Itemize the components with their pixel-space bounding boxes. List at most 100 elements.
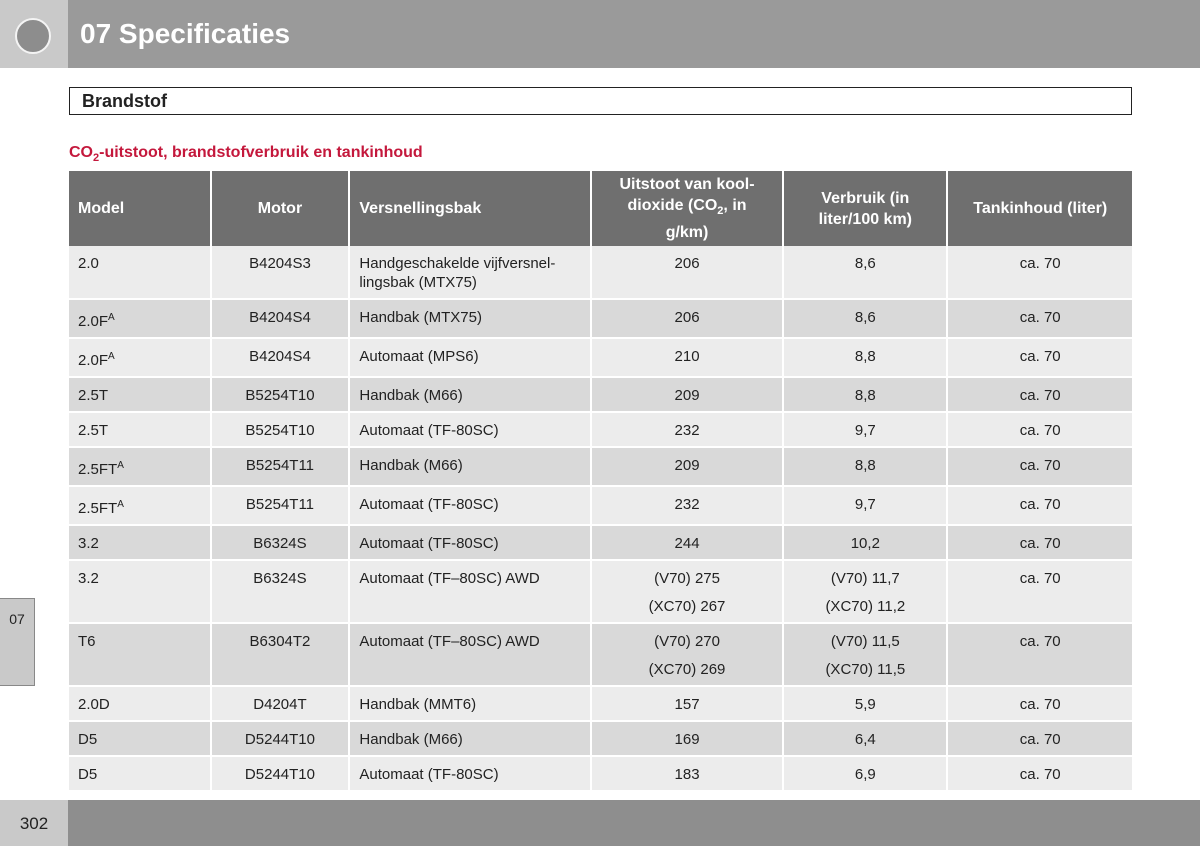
subtitle: CO2-uitstoot, brandstofverbruik en tanki…: [69, 144, 423, 164]
tank-cell: ca. 70: [946, 246, 1132, 300]
gearbox: Handbak (M66): [359, 731, 463, 748]
tank-cell: ca. 70: [946, 525, 1132, 561]
consumption-cell: 5,9: [782, 686, 949, 722]
column-header: Verbruik (in liter/100 km): [782, 171, 949, 246]
row: 2.5FTA B5254T11 Handbak (M66) 209 8,8 ca. 70: [69, 447, 1132, 487]
model: 2.0: [78, 255, 99, 272]
consumption: 9,7: [854, 422, 876, 439]
text: Uitstoot van kool-dioxide (CO: [619, 175, 755, 214]
gearbox-cell: Handbak (MMT6): [348, 686, 592, 722]
tank-cell: ca. 70: [946, 338, 1132, 378]
motor-cell: D5244T10: [209, 756, 351, 792]
model-cell: 3.2: [69, 560, 212, 624]
superscript: A: [117, 499, 124, 510]
header-left: [0, 0, 68, 68]
column-header: Tankinhoud (liter): [946, 171, 1132, 246]
model-cell: 2.0: [69, 246, 212, 300]
tank-cell: ca. 70: [946, 756, 1132, 792]
co2: 244: [674, 535, 700, 552]
gearbox: Automaat (TF–80SC) AWD: [359, 570, 540, 587]
model: 3.2: [78, 570, 99, 587]
model-cell: D5: [69, 721, 212, 757]
gearbox: Automaat (TF-80SC): [359, 496, 499, 513]
motor-cell: B4204S3: [209, 246, 351, 300]
consumption: 8,8: [854, 457, 876, 474]
row: 2.0D D4204T Handbak (MMT6) 157 5,9 ca. 70: [69, 686, 1132, 722]
row: 2.0FA B4204S4 Handbak (MTX75) 206 8,6 ca. 70: [69, 299, 1132, 339]
model-cell: T6: [69, 623, 212, 687]
gearbox-cell: Handbak (M66): [348, 377, 592, 413]
model-cell: 2.5T: [69, 412, 212, 448]
consumption: (V70) 11,5: [830, 633, 900, 650]
motor-cell: D4204T: [209, 686, 351, 722]
tank-cell: ca. 70: [946, 377, 1132, 413]
model: 2.0D: [78, 696, 110, 713]
model: D5: [78, 731, 98, 748]
model-cell: 3.2: [69, 525, 212, 561]
column-header: Model: [69, 171, 212, 246]
co2-cell: 210: [589, 338, 785, 378]
tank-cell: ca. 70: [946, 299, 1132, 339]
model-cell: 2.0FA: [69, 299, 212, 339]
gearbox-cell: Handbak (MTX75): [348, 299, 592, 339]
model: 2.5T: [78, 422, 109, 439]
row: 2.0FA B4204S4 Automaat (MPS6) 210 8,8 ca. 70: [69, 338, 1132, 378]
row: D5 D5244T10 Handbak (M66) 169 6,4 ca. 70: [69, 721, 1132, 757]
motor-cell: B4204S4: [209, 338, 351, 378]
motor-cell: B6304T2: [209, 623, 351, 687]
row: 3.2 B6324S Automaat (TF-80SC) 244 10,2 ca. 70: [69, 525, 1132, 561]
consumption: 8,6: [854, 309, 876, 326]
consumption-cell: 9,7: [782, 486, 949, 526]
subscript: 2: [93, 152, 100, 165]
consumption: 6,9: [854, 766, 876, 783]
consumption: 8,6: [854, 255, 876, 272]
gearbox-cell: Automaat (TF-80SC): [348, 486, 592, 526]
icon: [15, 18, 51, 54]
text: -uitstoot, brandstofverbruik en tankinho…: [99, 144, 423, 161]
co2: (XC70) 269: [648, 661, 726, 678]
co2-cell: (V70) 270 (XC70) 269: [589, 623, 785, 687]
model: 2.0F: [78, 352, 109, 369]
gearbox: Automaat (TF-80SC): [359, 535, 499, 552]
gearbox-cell: Automaat (TF-80SC): [348, 412, 592, 448]
consumption-cell: 8,8: [782, 377, 949, 413]
consumption: 9,7: [854, 496, 876, 513]
consumption-cell: 10,2: [782, 525, 949, 561]
model-cell: 2.0D: [69, 686, 212, 722]
page-number: 302: [0, 800, 68, 846]
consumption: (XC70) 11,5: [825, 661, 906, 678]
model: D5: [78, 766, 98, 783]
tank-cell: ca. 70: [946, 721, 1132, 757]
column-header: Uitstoot van kool-dioxide (CO2, in g/km): [589, 171, 785, 246]
consumption: (V70) 11,7: [830, 570, 900, 587]
co2: 206: [674, 309, 700, 326]
consumption-cell: 9,7: [782, 412, 949, 448]
row: 2.5T B5254T10 Automaat (TF-80SC) 232 9,7 ca. …: [69, 412, 1132, 448]
model: 2.5T: [78, 387, 109, 404]
co2-cell: 183: [589, 756, 785, 792]
consumption-cell: 8,6: [782, 246, 949, 300]
co2-cell: 206: [589, 246, 785, 300]
gearbox-cell: Automaat (TF–80SC) AWD: [348, 560, 592, 624]
co2: 232: [674, 422, 700, 439]
model-cell: 2.0FA: [69, 338, 212, 378]
text: , in g/km): [665, 196, 747, 242]
co2: (V70) 270: [654, 633, 720, 650]
consumption-cell: 8,8: [782, 338, 949, 378]
motor-cell: B5254T10: [209, 377, 351, 413]
tank-cell: ca. 70: [946, 412, 1132, 448]
row: 2.5FTA B5254T11 Automaat (TF-80SC) 232 9,7 ca…: [69, 486, 1132, 526]
subscript: 2: [717, 205, 724, 218]
section-title: Brandstof: [69, 87, 1132, 115]
tank-cell: ca. 70: [946, 560, 1132, 624]
superscript: A: [117, 460, 124, 471]
footer: 302: [0, 800, 1200, 846]
consumption: 6,4: [854, 731, 876, 748]
column-header: Versnellingsbak: [348, 171, 592, 246]
model: 2.5FT: [78, 461, 118, 478]
model-cell: 2.5FTA: [69, 486, 212, 526]
consumption: 8,8: [854, 387, 876, 404]
gearbox: Automaat (TF-80SC): [359, 422, 499, 439]
model: 3.2: [78, 535, 99, 552]
co2: 209: [674, 457, 700, 474]
